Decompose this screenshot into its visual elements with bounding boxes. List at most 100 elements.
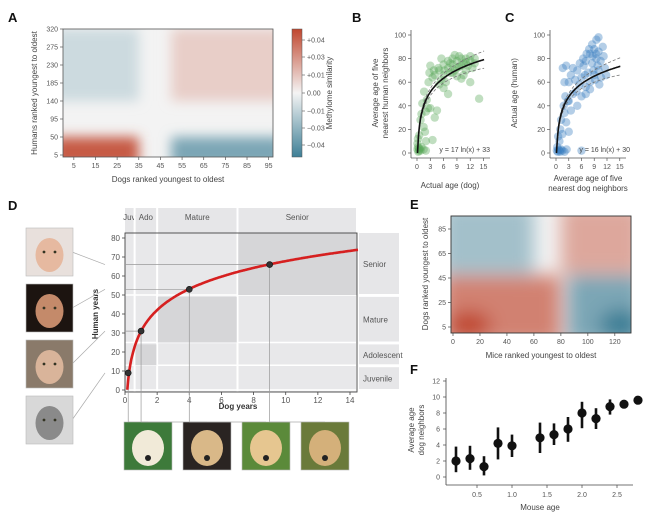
x-tick-label: 25	[113, 163, 121, 170]
data-point	[428, 135, 437, 145]
data-point	[452, 63, 462, 73]
data-point	[566, 70, 576, 80]
y-tick-label: 40	[537, 103, 545, 110]
x-tick-label: 2.0	[577, 492, 587, 499]
data-point	[465, 454, 475, 464]
heatmap-e-cell	[560, 216, 631, 274]
eye-icon	[42, 306, 46, 310]
y-tick-label: 20	[111, 348, 120, 357]
x-tick-label: 65	[200, 163, 208, 170]
data-point	[619, 399, 629, 409]
heatmap-e	[451, 216, 631, 333]
errorbar-f-ylabel-line1: Average age	[407, 407, 416, 453]
heatmap-a-cell	[171, 137, 273, 157]
data-point	[440, 66, 449, 75]
x-tick-label: 45	[157, 163, 165, 170]
y-tick-label: 12	[432, 379, 440, 386]
panel-c: C 0 3 6 9 12 15 0 20 40 60 80 100 Average age of fi…	[505, 10, 630, 193]
data-point	[581, 89, 590, 99]
data-point	[577, 92, 586, 101]
highlighted-point	[266, 261, 273, 268]
data-point	[579, 61, 588, 70]
heatmap-e-axes: 0 20 40 60 80 100 120 5 25 45 65 85	[438, 227, 621, 347]
data-point	[605, 402, 615, 412]
data-point	[420, 127, 430, 136]
heatmap-a-frame	[62, 28, 274, 158]
heatmap-a-cell	[63, 137, 139, 157]
dog-stage-header	[135, 208, 157, 233]
nose-icon	[322, 455, 328, 461]
data-point	[580, 70, 590, 80]
heatmap-a-cell	[63, 29, 139, 101]
y-tick-label: 60	[111, 272, 120, 281]
data-point	[562, 118, 571, 127]
colorbar-label: Methylome similarity	[325, 57, 334, 129]
data-point	[553, 147, 562, 156]
dog-photo-adolescent-face	[191, 430, 223, 466]
heatmap-a	[63, 29, 273, 157]
match-box-adolescent	[134, 344, 158, 366]
data-point	[563, 424, 573, 434]
data-point	[573, 66, 582, 75]
y-tick-label: 95	[50, 117, 58, 124]
heatmap-e-ylabel: Dogs ranked youngest to oldest	[421, 217, 430, 330]
y-tick-label: 40	[398, 103, 406, 110]
photo-connector	[71, 330, 106, 365]
human-stage-label: Adolescent	[363, 351, 403, 360]
data-point	[591, 414, 601, 424]
human-stage-box	[359, 296, 399, 342]
data-point	[419, 87, 429, 96]
x-tick-label: 95	[265, 163, 273, 170]
data-point	[470, 54, 479, 63]
y-tick-label: 45	[438, 276, 446, 283]
data-point	[507, 441, 517, 451]
x-tick-label: 120	[609, 339, 621, 346]
human-stage-label: Senior	[363, 260, 386, 269]
highlighted-point	[137, 327, 145, 335]
panel-d: D Juv Ado Mature Senior Juvenile Adolescent Ma…	[8, 198, 403, 471]
x-tick-label: 12	[466, 164, 474, 171]
data-point	[448, 60, 457, 69]
heatmap-e-xlabel: Mice ranked youngest to oldest	[486, 351, 598, 360]
y-tick-label: 4	[436, 443, 440, 450]
heatmap-a-cell	[171, 29, 273, 101]
x-tick-label: 100	[582, 339, 594, 346]
data-point	[564, 78, 573, 87]
data-point	[568, 63, 578, 73]
dog-stage-label: Senior	[286, 213, 309, 222]
data-point	[584, 44, 594, 54]
scatter-points	[552, 33, 621, 156]
x-tick-label: 9	[455, 164, 459, 171]
data-point	[582, 49, 591, 59]
data-point	[596, 73, 606, 82]
colorbar-tick-label: 0.00	[307, 91, 321, 98]
data-point	[587, 59, 597, 68]
data-point	[558, 63, 567, 73]
data-point	[430, 113, 439, 122]
photo-connector	[71, 288, 106, 309]
data-point	[439, 60, 448, 69]
x-tick-label: 2	[155, 396, 160, 405]
data-point	[454, 52, 464, 61]
data-point	[446, 59, 455, 68]
data-point	[443, 89, 453, 99]
human-years-ylabel: Human years	[91, 288, 100, 339]
human-photo-mature-face	[35, 294, 64, 328]
fit-ci-lower	[556, 74, 621, 154]
x-tick-label: 14	[346, 396, 355, 405]
x-tick-label: 9	[592, 164, 596, 171]
human-stage-box	[359, 367, 399, 389]
y-tick-label: 60	[537, 80, 545, 87]
y-tick-label: 20	[398, 127, 406, 134]
x-tick-label: 3	[567, 164, 571, 171]
dog-stage-column	[125, 233, 134, 392]
data-point	[432, 106, 442, 115]
y-tick-label: 5	[54, 153, 58, 160]
x-tick-label: 1.5	[542, 492, 552, 499]
x-tick-label: 15	[616, 164, 624, 171]
dog-photo-senior-face	[309, 430, 341, 466]
data-point	[457, 61, 466, 70]
x-tick-label: 20	[476, 339, 484, 346]
data-point	[577, 73, 586, 82]
scatter-c-xlabel-line2: nearest dog neighbors	[548, 184, 628, 193]
